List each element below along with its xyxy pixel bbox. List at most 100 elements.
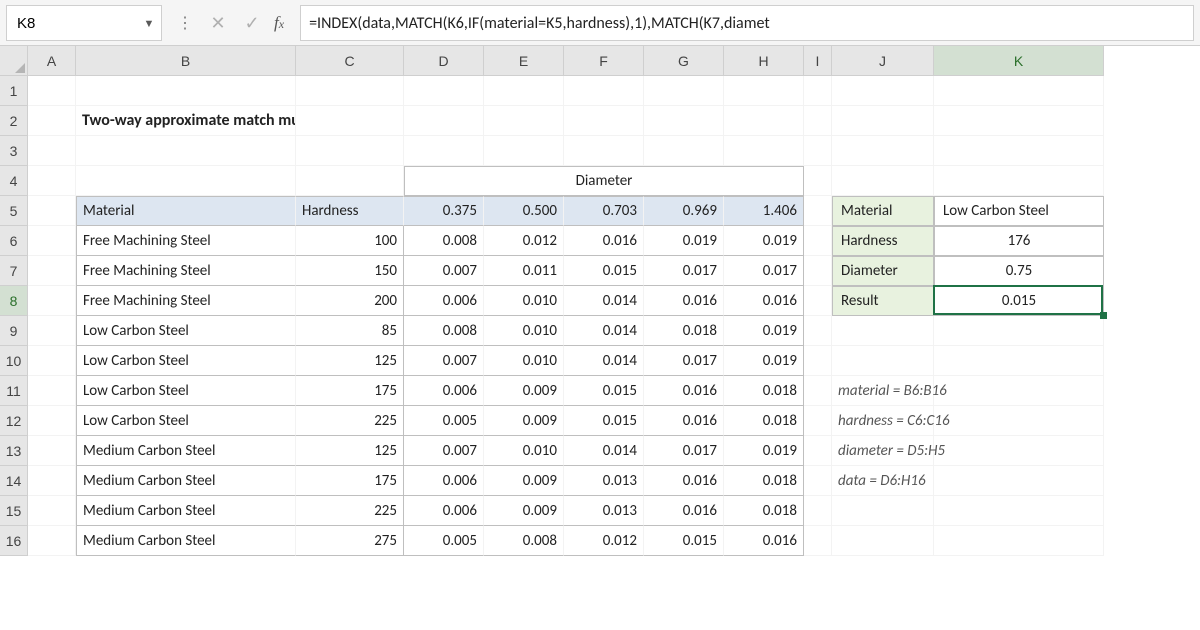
table-cell-data[interactable]: 0.009 xyxy=(484,496,564,526)
row-header-14[interactable]: 14 xyxy=(0,466,28,496)
lookup-value-result[interactable]: 0.015 xyxy=(934,286,1104,316)
cell-K13[interactable] xyxy=(934,436,1104,466)
table-cell-data[interactable]: 0.012 xyxy=(564,526,644,556)
cell-A11[interactable] xyxy=(28,376,76,406)
row-header-3[interactable]: 3 xyxy=(0,136,28,166)
lookup-value-diameter[interactable]: 0.75 xyxy=(934,256,1104,286)
cell-I13[interactable] xyxy=(804,436,832,466)
cell-I15[interactable] xyxy=(804,496,832,526)
table-cell-data[interactable]: 0.010 xyxy=(484,316,564,346)
table-cell-data[interactable]: 0.008 xyxy=(404,316,484,346)
cell-B4[interactable] xyxy=(76,166,296,196)
table-cell-material[interactable]: Free Machining Steel xyxy=(76,286,296,316)
table-cell-data[interactable]: 0.015 xyxy=(564,256,644,286)
table-cell-data[interactable]: 0.016 xyxy=(564,226,644,256)
row-header-9[interactable]: 9 xyxy=(0,316,28,346)
cell-E2[interactable] xyxy=(484,106,564,136)
table-cell-data[interactable]: 0.014 xyxy=(564,316,644,346)
table-cell-data[interactable]: 0.016 xyxy=(644,406,724,436)
cell-A10[interactable] xyxy=(28,346,76,376)
table-cell-data[interactable]: 0.019 xyxy=(724,226,804,256)
cell-G3[interactable] xyxy=(644,136,724,166)
table-cell-hardness[interactable]: 85 xyxy=(296,316,404,346)
table-cell-data[interactable]: 0.009 xyxy=(484,376,564,406)
table-cell-data[interactable]: 0.017 xyxy=(644,346,724,376)
table-cell-data[interactable]: 0.016 xyxy=(724,526,804,556)
table-cell-data[interactable]: 0.014 xyxy=(564,436,644,466)
lookup-value-hardness[interactable]: 176 xyxy=(934,226,1104,256)
table-cell-data[interactable]: 0.011 xyxy=(484,256,564,286)
table-cell-material[interactable]: Low Carbon Steel xyxy=(76,376,296,406)
cell-C1[interactable] xyxy=(296,76,404,106)
table-cell-data[interactable]: 0.018 xyxy=(724,466,804,496)
row-header-15[interactable]: 15 xyxy=(0,496,28,526)
cell-J4[interactable] xyxy=(832,166,934,196)
table-cell-data[interactable]: 0.016 xyxy=(644,496,724,526)
table-cell-data[interactable]: 0.016 xyxy=(644,466,724,496)
table-cell-material[interactable]: Low Carbon Steel xyxy=(76,406,296,436)
table-cell-data[interactable]: 0.008 xyxy=(404,226,484,256)
table-cell-data[interactable]: 0.010 xyxy=(484,346,564,376)
table-cell-data[interactable]: 0.018 xyxy=(724,406,804,436)
table-cell-data[interactable]: 0.015 xyxy=(564,376,644,406)
table-cell-hardness[interactable]: 200 xyxy=(296,286,404,316)
row-header-4[interactable]: 4 xyxy=(0,166,28,196)
table-cell-data[interactable]: 0.005 xyxy=(404,406,484,436)
cell-A4[interactable] xyxy=(28,166,76,196)
table-cell-material[interactable]: Low Carbon Steel xyxy=(76,346,296,376)
table-cell-data[interactable]: 0.015 xyxy=(564,406,644,436)
cell-I1[interactable] xyxy=(804,76,832,106)
col-header-B[interactable]: B xyxy=(76,46,296,76)
col-header-J[interactable]: J xyxy=(832,46,934,76)
cell-K9[interactable] xyxy=(934,316,1104,346)
cell-A1[interactable] xyxy=(28,76,76,106)
cell-I12[interactable] xyxy=(804,406,832,436)
table-cell-material[interactable]: Medium Carbon Steel xyxy=(76,526,296,556)
name-box-dropdown-icon[interactable]: ▼ xyxy=(137,17,161,30)
col-header-E[interactable]: E xyxy=(484,46,564,76)
cell-C2[interactable] xyxy=(296,106,404,136)
cell-B1[interactable] xyxy=(76,76,296,106)
table-cell-data[interactable]: 0.016 xyxy=(644,286,724,316)
cell-C3[interactable] xyxy=(296,136,404,166)
cell-B3[interactable] xyxy=(76,136,296,166)
row-header-12[interactable]: 12 xyxy=(0,406,28,436)
cell-E1[interactable] xyxy=(484,76,564,106)
cell-A3[interactable] xyxy=(28,136,76,166)
table-cell-material[interactable]: Medium Carbon Steel xyxy=(76,436,296,466)
table-cell-hardness[interactable]: 275 xyxy=(296,526,404,556)
col-header-F[interactable]: F xyxy=(564,46,644,76)
cell-A16[interactable] xyxy=(28,526,76,556)
table-cell-data[interactable]: 0.018 xyxy=(724,376,804,406)
table-cell-data[interactable]: 0.006 xyxy=(404,376,484,406)
table-cell-material[interactable]: Low Carbon Steel xyxy=(76,316,296,346)
cell-A8[interactable] xyxy=(28,286,76,316)
table-cell-data[interactable]: 0.016 xyxy=(724,286,804,316)
row-header-2[interactable]: 2 xyxy=(0,106,28,136)
cell-D2[interactable] xyxy=(404,106,484,136)
table-cell-data[interactable]: 0.017 xyxy=(644,436,724,466)
table-cell-data[interactable]: 0.005 xyxy=(404,526,484,556)
table-cell-hardness[interactable]: 175 xyxy=(296,466,404,496)
cell-J15[interactable] xyxy=(832,496,934,526)
cell-E3[interactable] xyxy=(484,136,564,166)
cell-G2[interactable] xyxy=(644,106,724,136)
cell-A5[interactable] xyxy=(28,196,76,226)
table-cell-hardness[interactable]: 125 xyxy=(296,436,404,466)
table-cell-data[interactable]: 0.009 xyxy=(484,406,564,436)
cell-H2[interactable] xyxy=(724,106,804,136)
table-cell-hardness[interactable]: 150 xyxy=(296,256,404,286)
table-cell-data[interactable]: 0.012 xyxy=(484,226,564,256)
col-header-D[interactable]: D xyxy=(404,46,484,76)
table-cell-data[interactable]: 0.014 xyxy=(564,346,644,376)
cell-I4[interactable] xyxy=(804,166,832,196)
cell-K4[interactable] xyxy=(934,166,1104,196)
table-cell-data[interactable]: 0.013 xyxy=(564,466,644,496)
cell-F2[interactable] xyxy=(564,106,644,136)
table-cell-data[interactable]: 0.007 xyxy=(404,346,484,376)
cell-K15[interactable] xyxy=(934,496,1104,526)
cell-C4[interactable] xyxy=(296,166,404,196)
worksheet-grid[interactable]: ABCDEFGHIJK12Two-way approximate match m… xyxy=(0,46,1200,556)
cell-A9[interactable] xyxy=(28,316,76,346)
cell-A15[interactable] xyxy=(28,496,76,526)
